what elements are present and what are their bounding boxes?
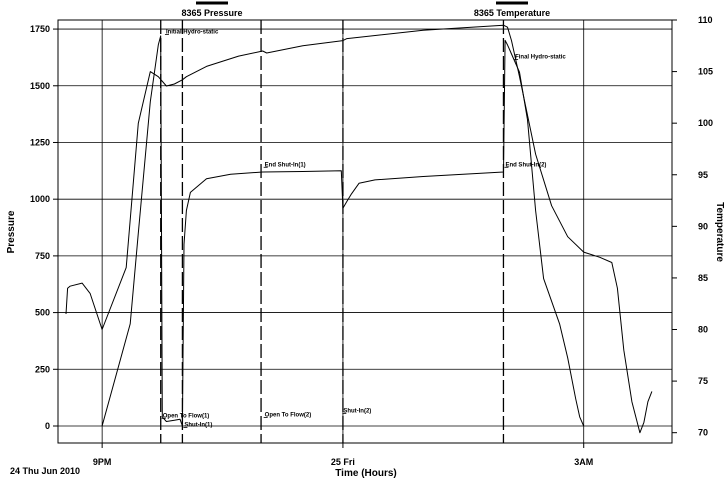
series-line-temperature [65,24,653,434]
y-tick-label: 250 [35,364,50,374]
annotation-label: Open To Flow(1) [163,413,210,419]
y-tick-label: 500 [35,308,50,318]
y-axis-label: Pressure [6,210,17,253]
series-line-pressure [101,35,585,427]
y2-tick-label: 105 [698,67,713,77]
annotation-label: End Shut-In(2) [505,162,546,168]
legend-item-temperature: 8365 Temperature [474,8,550,18]
series-lines [65,24,653,434]
annotation-label: Open To Flow(2) [265,412,312,418]
x-axis-ticks: 9PM 25 Fri 3AM [93,443,593,467]
y2-tick-label: 80 [698,325,708,335]
annotation-label: End Shut-In(1) [265,162,306,168]
y2-tick-label: 85 [698,273,708,283]
right-axis-ticks: 70 75 80 85 90 95 100 105 110 [672,15,713,438]
annotation-label: Shut-In(2) [343,408,371,414]
annotation-label: Final Hydro-static [515,55,566,61]
y2-axis-label: Temperature [714,202,725,262]
annotation-label: Initial Hydro-static [166,30,219,36]
y-tick-label: 1500 [30,81,50,91]
y-tick-label: 1250 [30,137,50,147]
annotation-label: Shut-In(1) [184,422,212,428]
y2-tick-label: 90 [698,221,708,231]
y2-tick-label: 95 [698,170,708,180]
y2-tick-label: 110 [698,15,713,25]
x-tick-label: 9PM [93,457,112,467]
date-label: 24 Thu Jun 2010 [10,466,80,476]
y2-tick-label: 70 [698,428,708,438]
y-tick-label: 1750 [30,24,50,34]
left-axis-ticks: 0 250 500 750 1000 1250 1500 1750 [30,24,58,431]
legend-item-pressure: 8365 Pressure [181,8,242,18]
plot-area [57,19,673,444]
legend: 8365 Pressure 8365 Temperature [181,1,550,18]
annotations: Initial Hydro-static End Shut-In(1) End Sh… [161,30,566,428]
x-tick-label: 3AM [574,457,593,467]
x-axis-label: Time (Hours) [335,468,397,479]
y-tick-label: 750 [35,251,50,261]
x-tick-label: 25 Fri [331,457,355,467]
y2-tick-label: 100 [698,118,713,128]
y-tick-label: 1000 [30,194,50,204]
y-tick-label: 0 [45,421,50,431]
y2-tick-label: 75 [698,376,708,386]
